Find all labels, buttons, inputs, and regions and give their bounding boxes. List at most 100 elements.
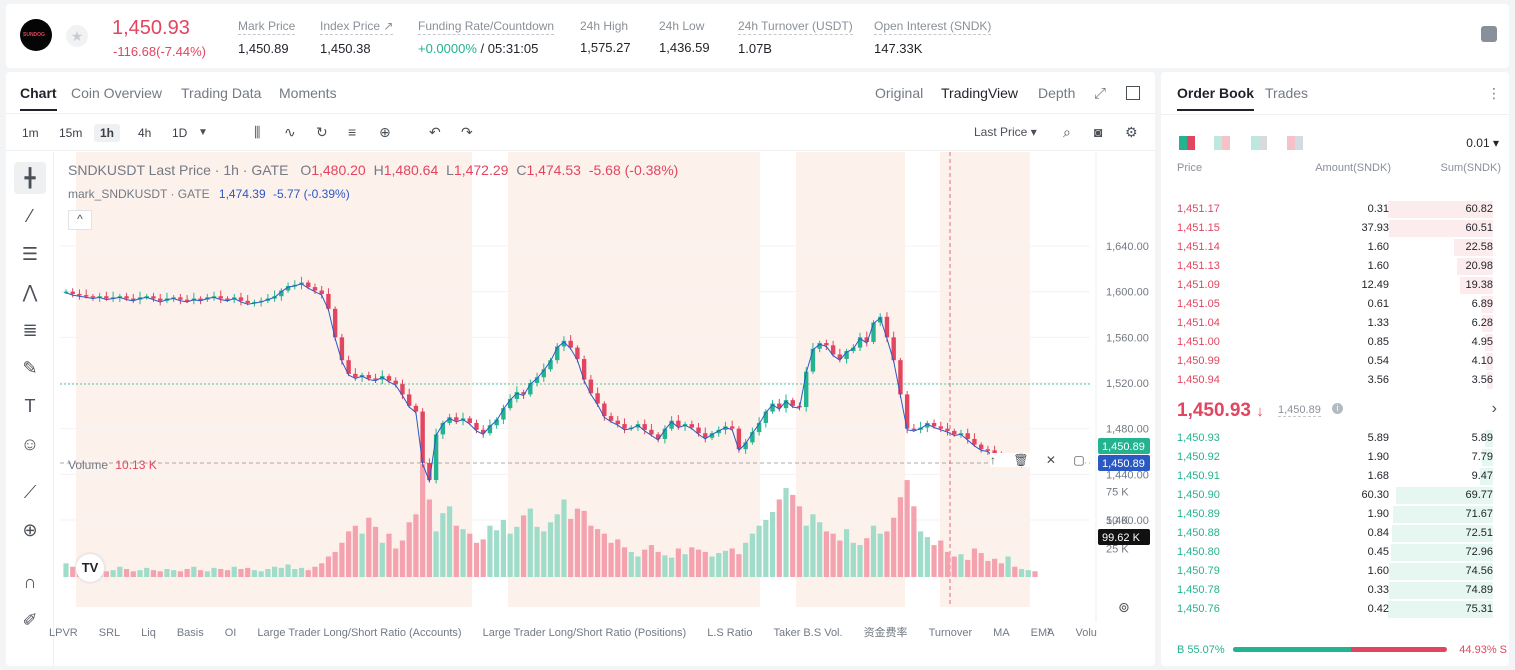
ask-row[interactable]: 1,451.15 37.93 60.51 — [1161, 219, 1501, 238]
view-tradingview[interactable]: TradingView — [941, 85, 1019, 101]
indicator-0[interactable]: LPVR — [49, 627, 78, 639]
indicator-13[interactable]: Volu — [1075, 627, 1097, 639]
indicator-4[interactable]: OI — [224, 627, 237, 639]
interval-1h[interactable]: 1h — [94, 124, 121, 142]
bid-row[interactable]: 1,450.89 1.90 71.67 — [1161, 505, 1501, 524]
collapse-pane-icon[interactable]: ✕ — [1045, 453, 1056, 467]
delete-icon[interactable]: 🗑 — [1013, 453, 1029, 467]
view-both-icon[interactable] — [1179, 136, 1195, 150]
ask-row[interactable]: 1,450.99 0.54 4.10 — [1161, 352, 1501, 371]
indicator-10[interactable]: Turnover — [928, 627, 973, 639]
indicator-6[interactable]: Large Trader Long/Short Ratio (Positions… — [482, 627, 687, 639]
ask-row[interactable]: 1,451.04 1.33 6.28 — [1161, 314, 1501, 333]
bid-row[interactable]: 1,450.80 0.45 72.96 — [1161, 543, 1501, 562]
text-icon[interactable]: T — [24, 396, 36, 416]
bid-row[interactable]: 1,450.91 1.68 9.47 — [1161, 467, 1501, 486]
pencil-lock-icon[interactable]: ✐ — [22, 610, 38, 630]
view-bids-only-icon[interactable] — [1251, 136, 1267, 150]
indicator-5[interactable]: Large Trader Long/Short Ratio (Accounts) — [257, 627, 462, 639]
favorite-star-icon[interactable]: ★ — [66, 25, 88, 47]
indicator-12[interactable]: EMA — [1030, 627, 1055, 639]
pattern-icon[interactable]: ⋀ — [22, 282, 38, 302]
tab-chart[interactable]: Chart — [20, 85, 57, 111]
camera-icon[interactable]: ◙ — [1094, 124, 1103, 140]
ask-row[interactable]: 1,451.14 1.60 22.58 — [1161, 238, 1501, 257]
bid-row[interactable]: 1,450.76 0.42 75.31 — [1161, 600, 1501, 619]
session-shade-2 — [652, 152, 760, 607]
zoom-in-icon[interactable]: ⊕ — [22, 520, 38, 540]
indicator-7[interactable]: L.S Ratio — [707, 627, 753, 639]
ask-row[interactable]: 1,451.17 0.31 60.82 — [1161, 200, 1501, 219]
bid-row[interactable]: 1,450.93 5.89 5.89 — [1161, 429, 1501, 448]
interval-1d[interactable]: 1D — [172, 126, 188, 140]
chevron-right-icon[interactable]: › — [1491, 400, 1497, 417]
horizontal-lines-icon[interactable]: ☰ — [21, 244, 39, 264]
stat-open-interest[interactable]: Open Interest (SNDK) 147.33K — [874, 19, 992, 56]
precision-select[interactable]: 0.01 ▾ — [1466, 136, 1499, 150]
indicator-9[interactable]: 资金费率 — [863, 627, 908, 639]
ruler-icon[interactable]: ⟋ — [23, 482, 37, 502]
indicator-icon[interactable]: ∿ — [284, 124, 296, 140]
tab-trading-data[interactable]: Trading Data — [181, 85, 262, 101]
add-indicator-icon[interactable]: ⊕ — [379, 124, 391, 140]
stat-mark-price[interactable]: Mark Price 1,450.89 — [238, 19, 296, 56]
info-icon[interactable]: i — [1332, 403, 1343, 414]
interval-1m[interactable]: 1m — [22, 126, 39, 140]
stat-funding-rate[interactable]: Funding Rate/Countdown +0.0000% / 05:31:0… — [418, 19, 555, 56]
fullscreen-icon[interactable] — [1126, 86, 1140, 100]
settings-list-icon[interactable]: ≡ — [348, 124, 357, 140]
indicator-8[interactable]: Taker B.S Vol. — [773, 627, 843, 639]
interval-4h[interactable]: 4h — [138, 126, 152, 140]
move-up-icon[interactable]: ↑ — [990, 453, 996, 467]
undo-icon[interactable]: ↶ — [429, 124, 441, 140]
emoji-icon[interactable]: ☺ — [20, 434, 40, 454]
tradingview-chart[interactable]: 1,640.00 1,600.00 1,560.00 1,520.00 1,480.00… — [60, 152, 1150, 622]
view-depth[interactable]: Depth — [1038, 85, 1076, 101]
stat-index-price[interactable]: Index Price ↗ 1,450.38 — [320, 19, 394, 56]
bid-row[interactable]: 1,450.92 1.90 7.79 — [1161, 448, 1501, 467]
tab-order-book[interactable]: Order Book — [1177, 85, 1255, 111]
chevron-down-icon[interactable]: ▼ — [198, 127, 208, 138]
interval-15m[interactable]: 15m — [59, 126, 83, 140]
indicator-1[interactable]: SRL — [98, 627, 121, 639]
ask-row[interactable]: 1,451.09 12.49 19.38 — [1161, 276, 1501, 295]
tab-trades[interactable]: Trades — [1265, 85, 1309, 101]
redo-icon[interactable]: ↷ — [461, 124, 473, 140]
view-original[interactable]: Original — [875, 85, 924, 101]
candle-type-icon[interactable]: ⫼ — [254, 124, 261, 140]
bid-row[interactable]: 1,450.88 0.84 72.51 — [1161, 524, 1501, 543]
indicator-2[interactable]: Liq — [141, 627, 156, 639]
bid-row[interactable]: 1,450.79 1.60 74.56 — [1161, 562, 1501, 581]
chart-settings-icon[interactable]: ⊚ — [1118, 599, 1130, 615]
crosshair-icon[interactable]: ╋ — [14, 162, 46, 194]
expand-icon[interactable]: ⤢ — [1094, 85, 1107, 102]
indicator-3[interactable]: Basis — [176, 627, 204, 639]
book-icon[interactable] — [1481, 26, 1497, 42]
bid-row[interactable]: 1,450.90 60.30 69.77 — [1161, 486, 1501, 505]
view-asks-only-icon[interactable] — [1287, 136, 1303, 150]
view-bids-icon[interactable] — [1214, 136, 1230, 150]
ask-row[interactable]: 1,451.05 0.61 6.89 — [1161, 295, 1501, 314]
mid-price[interactable]: 1,450.93 ↓ — [1177, 400, 1264, 421]
stat-24h-turnover[interactable]: 24h Turnover (USDT) 1.07B — [738, 19, 853, 56]
volume-bar — [837, 540, 843, 577]
tab-moments[interactable]: Moments — [279, 85, 337, 101]
chevron-right-icon[interactable]: › — [1047, 623, 1051, 637]
indicator-11[interactable]: MA — [993, 627, 1010, 639]
ask-row[interactable]: 1,451.00 0.85 4.95 — [1161, 333, 1501, 352]
ask-row[interactable]: 1,451.13 1.60 20.98 — [1161, 257, 1501, 276]
trendline-icon[interactable]: ⁄ — [28, 206, 32, 226]
bid-row[interactable]: 1,450.78 0.33 74.89 — [1161, 581, 1501, 600]
price-source-select[interactable]: Last Price ▾ — [974, 125, 1037, 139]
magnet-icon[interactable]: ∩ — [23, 572, 37, 592]
tab-coin-overview[interactable]: Coin Overview — [71, 85, 163, 101]
search-icon[interactable]: ⌕ — [1063, 124, 1071, 140]
collapse-legend-button[interactable]: ^ — [68, 210, 92, 230]
ask-row[interactable]: 1,450.94 3.56 3.56 — [1161, 371, 1501, 390]
brush-icon[interactable]: ✎ — [22, 358, 38, 378]
refresh-icon[interactable]: ↻ — [316, 124, 328, 140]
gear-icon[interactable]: ⚙ — [1125, 124, 1138, 140]
more-icon[interactable]: ⋮ — [1487, 85, 1501, 101]
fib-icon[interactable]: ≣ — [22, 320, 38, 340]
maximize-pane-icon[interactable]: ▢ — [1073, 453, 1085, 467]
